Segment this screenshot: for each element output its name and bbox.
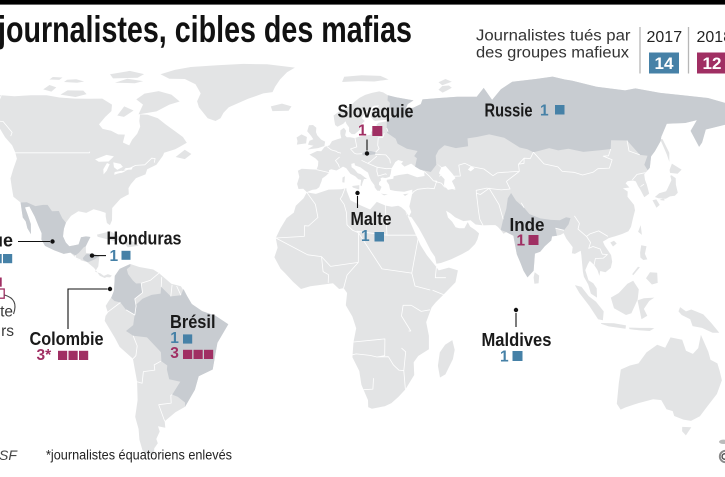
svg-text:1: 1 bbox=[540, 103, 549, 120]
svg-text:Journalistes tués par: Journalistes tués par bbox=[476, 28, 631, 45]
svg-text:*journalistes équatoriens enle: *journalistes équatoriens enlevés bbox=[46, 448, 232, 463]
svg-text:Brésil: Brésil bbox=[170, 312, 216, 332]
svg-text:Malte: Malte bbox=[351, 209, 392, 229]
svg-text:Inde: Inde bbox=[510, 215, 545, 235]
svg-text:ue: ue bbox=[0, 231, 13, 251]
svg-text:1: 1 bbox=[500, 349, 509, 366]
svg-text:Colombie: Colombie bbox=[30, 329, 104, 349]
svg-text:2018: 2018 bbox=[697, 29, 725, 46]
svg-text:1: 1 bbox=[358, 123, 367, 140]
svg-text:SF: SF bbox=[0, 447, 18, 463]
svg-text:rs: rs bbox=[1, 323, 14, 340]
svg-text:3: 3 bbox=[170, 345, 179, 362]
svg-text:Slovaquie: Slovaquie bbox=[338, 102, 414, 122]
svg-text:1: 1 bbox=[110, 248, 119, 265]
svg-text:1: 1 bbox=[361, 228, 370, 245]
svg-text:12: 12 bbox=[703, 54, 722, 73]
svg-text:3*: 3* bbox=[37, 347, 53, 364]
svg-text:Maldives: Maldives bbox=[482, 330, 552, 350]
svg-text:Honduras: Honduras bbox=[107, 229, 182, 249]
svg-text:14: 14 bbox=[655, 54, 674, 73]
svg-text:Russie: Russie bbox=[485, 101, 533, 121]
svg-text:1: 1 bbox=[170, 330, 179, 347]
svg-text:1: 1 bbox=[517, 233, 526, 250]
svg-text:journalistes, cibles des mafia: journalistes, cibles des mafias bbox=[0, 9, 412, 50]
svg-text:te: te bbox=[0, 304, 13, 321]
svg-text:2017: 2017 bbox=[647, 29, 683, 46]
svg-text:des groupes mafieux: des groupes mafieux bbox=[476, 45, 629, 62]
